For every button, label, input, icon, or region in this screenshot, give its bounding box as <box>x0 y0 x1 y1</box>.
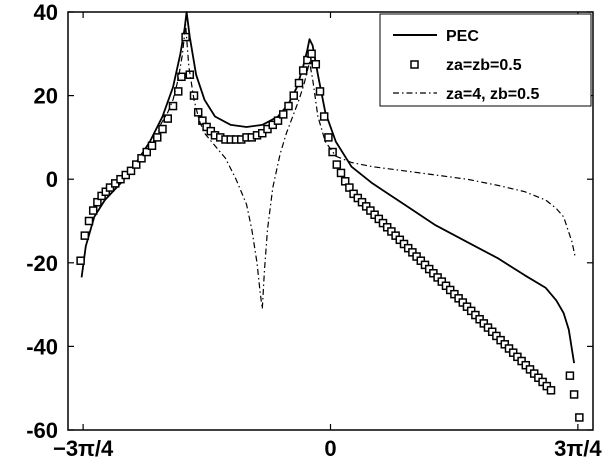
series-1-point-46 <box>298 66 308 75</box>
y-tick-label-1: 20 <box>34 84 58 109</box>
legend-box <box>379 13 592 107</box>
series-1-point-19 <box>168 101 178 111</box>
series-1-point-41 <box>273 116 283 125</box>
legend-za4-label: za=4, zb=0.5 <box>446 86 539 103</box>
series-1-point-16 <box>153 133 162 142</box>
y-tick-label-2: 0 <box>46 167 58 192</box>
series-1-point-54 <box>332 160 342 169</box>
series-1-point-45 <box>294 78 304 88</box>
series-1-point-25 <box>193 108 203 117</box>
series-2-line <box>159 23 576 310</box>
series-1-point-105 <box>546 386 556 395</box>
series-1-point-107 <box>569 390 579 399</box>
series-1-point-22 <box>181 32 190 42</box>
y-tick-label-0: 40 <box>34 0 58 25</box>
series-1-point-50 <box>315 87 325 96</box>
series-1-point-1 <box>80 231 90 240</box>
series-1-point-12 <box>132 160 141 169</box>
x-tick-label-2: 3π/4 <box>554 436 602 461</box>
legend: PEC za=zb=0.5 za=4, zb=0.5 <box>379 13 592 107</box>
series-1-point-0 <box>76 256 85 265</box>
series-1-point-15 <box>147 141 157 151</box>
series-1-point-3 <box>88 206 98 215</box>
y-tick-label-5: -60 <box>26 418 58 443</box>
series-1-point-44 <box>289 91 298 100</box>
series-1-point-51 <box>319 112 329 121</box>
series-1-point-43 <box>284 101 293 111</box>
y-tick-label-3: -20 <box>26 251 58 276</box>
x-tick-label-1: 0 <box>324 436 336 461</box>
series-1-point-42 <box>279 110 288 119</box>
series-1-point-48 <box>307 49 316 59</box>
series-1-point-20 <box>174 87 183 96</box>
series-1-point-106 <box>565 371 575 380</box>
legend-za-zb-marker <box>410 60 419 69</box>
series-1-point-21 <box>177 72 186 82</box>
series-1-point-18 <box>163 114 172 123</box>
series-1-point-53 <box>328 147 337 157</box>
series-1-point-52 <box>324 133 333 142</box>
ticks-layer: 40 20 0 -20 -40 -60−3π/4 0 3π/4 <box>26 0 602 461</box>
series-1-point-13 <box>137 154 146 163</box>
series-layer <box>76 11 584 422</box>
series-1-point-108 <box>575 413 584 422</box>
series-1-point-11 <box>126 166 136 176</box>
series-1-point-17 <box>158 124 167 134</box>
x-tick-label-0: −3π/4 <box>53 436 114 461</box>
y-tick-label-4: -40 <box>26 334 58 359</box>
series-1-point-2 <box>84 216 94 226</box>
series-1-markers <box>76 32 584 422</box>
series-1-point-49 <box>311 60 321 69</box>
series-1-point-55 <box>336 168 346 178</box>
legend-pec-label: PEC <box>446 28 479 45</box>
legend-za-zb-label: za=zb=0.5 <box>446 57 522 74</box>
series-1-point-14 <box>142 147 151 157</box>
